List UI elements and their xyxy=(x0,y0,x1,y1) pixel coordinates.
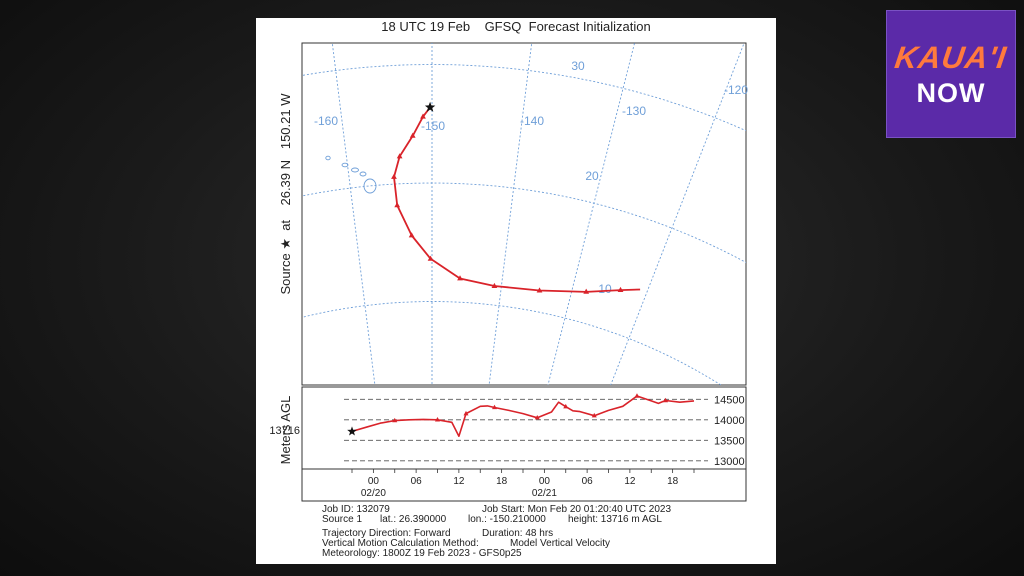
info-box: Job ID: 132079 Job Start: Mon Feb 20 01:… xyxy=(322,504,671,559)
height-marker xyxy=(634,393,640,398)
height-tick-label: 14000 xyxy=(714,415,745,427)
height-source-star xyxy=(347,426,357,436)
height-marker xyxy=(662,397,669,403)
height-grid: 14500 14000 13500 13000 xyxy=(344,394,745,468)
height-tick-label: 13500 xyxy=(714,435,745,447)
date-label: 02/21 xyxy=(532,488,557,499)
latitude-line xyxy=(302,182,746,263)
trajectory-marker xyxy=(408,232,415,238)
map-panel xyxy=(301,42,747,386)
island xyxy=(363,178,377,194)
longitude-line xyxy=(610,43,745,385)
height-tick-label: 13000 xyxy=(714,456,745,468)
trajectory-marker xyxy=(617,286,624,293)
map-grid xyxy=(302,43,746,385)
chart-title: 18 UTC 19 Feb GFSQ Forecast Initializati… xyxy=(381,19,651,34)
hawaiian-islands xyxy=(325,155,377,194)
height-marker xyxy=(534,414,540,420)
time-tick-label: 06 xyxy=(582,476,594,487)
info-vertical-method-value: Model Vertical Velocity xyxy=(510,538,610,549)
time-tick-label: 12 xyxy=(624,476,636,487)
height-marker xyxy=(392,417,398,423)
trajectory-marker xyxy=(394,202,401,208)
height-marker xyxy=(591,412,597,418)
longitude-label: -130 xyxy=(622,104,646,118)
trajectory-line xyxy=(391,101,641,294)
height-path xyxy=(351,395,695,437)
longitude-line xyxy=(547,43,636,385)
time-axis: 00 06 12 18 00 06 12 18 02/20 02/21 xyxy=(351,469,695,499)
source-height-label: 13716 xyxy=(269,425,300,437)
kauai-now-logo[interactable]: KAUA'I NOW xyxy=(886,10,1016,138)
time-tick-label: 06 xyxy=(411,476,423,487)
height-marker xyxy=(434,417,441,422)
trajectory-marker xyxy=(583,288,590,294)
source-label: Source ★ at 26.39 N 150.21 W xyxy=(278,93,293,295)
logo-line2: NOW xyxy=(916,77,986,108)
trajectory-marker xyxy=(391,173,397,179)
info-vertical-method: Vertical Motion Calculation Method: xyxy=(322,538,479,549)
height-tick-label: 14500 xyxy=(714,394,745,406)
info-source: Source 1 xyxy=(322,514,362,525)
info-lon: lon.: -150.210000 xyxy=(468,514,546,525)
trajectory-marker xyxy=(457,275,463,281)
height-line xyxy=(347,393,695,437)
island xyxy=(325,155,331,161)
trajectory-marker xyxy=(396,153,403,159)
logo-line1: KAUA'I xyxy=(892,39,1010,75)
longitude-label: -120 xyxy=(724,83,748,97)
height-ylabel: Meters AGL xyxy=(278,396,293,465)
info-job-id: Job ID: 132079 xyxy=(322,504,390,515)
longitude-line xyxy=(488,43,533,385)
latitude-line xyxy=(302,301,722,385)
map-grid-labels: -160 -150 -140 -130 -120 30 20 10 xyxy=(314,59,748,296)
trajectory-marker xyxy=(409,132,416,138)
info-meteorology: Meteorology: 1800Z 19 Feb 2023 - GFS0p25 xyxy=(322,548,522,559)
trajectory-chart-page: 18 UTC 19 Feb GFSQ Forecast Initializati… xyxy=(256,18,776,564)
info-job-start: Job Start: Mon Feb 20 01:20:40 UTC 2023 xyxy=(482,504,671,515)
longitude-label: -150 xyxy=(421,119,445,133)
info-lat: lat.: 26.390000 xyxy=(380,514,447,525)
time-tick-label: 18 xyxy=(496,476,508,487)
island xyxy=(359,171,367,177)
time-tick-label: 12 xyxy=(453,476,465,487)
time-axis-panel xyxy=(301,468,747,502)
info-direction: Trajectory Direction: Forward xyxy=(322,528,451,539)
longitude-label: -140 xyxy=(520,114,544,128)
info-height: height: 13716 m AGL xyxy=(568,514,662,525)
source-star xyxy=(424,101,436,112)
trajectory-marker xyxy=(491,282,498,288)
trajectory-marker xyxy=(420,113,426,119)
latitude-label: 30 xyxy=(571,59,585,73)
latitude-label: 20 xyxy=(585,169,599,183)
longitude-label: -160 xyxy=(314,114,338,128)
time-tick-label: 00 xyxy=(539,476,551,487)
trajectory-chart: 18 UTC 19 Feb GFSQ Forecast Initializati… xyxy=(269,19,748,559)
latitude-label: 10 xyxy=(598,282,612,296)
longitude-line xyxy=(331,43,376,385)
island xyxy=(351,167,359,173)
time-tick-label: 18 xyxy=(667,476,679,487)
trajectory-marker xyxy=(536,287,543,293)
trajectory-path xyxy=(393,106,641,293)
height-marker xyxy=(491,404,498,410)
date-label: 02/20 xyxy=(361,488,386,499)
trajectory-marker xyxy=(427,255,434,261)
height-marker xyxy=(563,403,569,409)
info-duration: Duration: 48 hrs xyxy=(482,528,553,539)
island xyxy=(341,162,349,168)
time-tick-label: 00 xyxy=(368,476,380,487)
height-marker xyxy=(463,410,469,416)
